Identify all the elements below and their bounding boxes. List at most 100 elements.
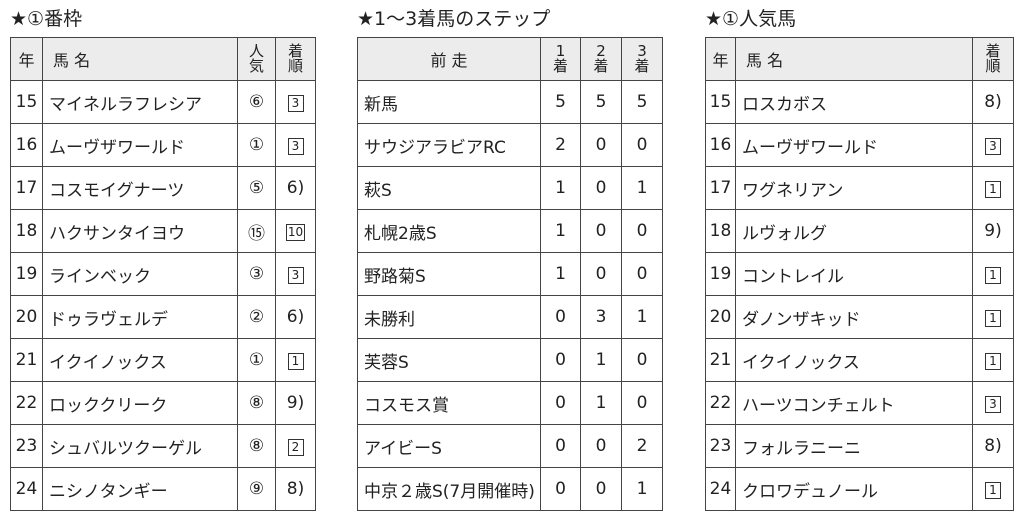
table-cell: 17	[705, 166, 736, 210]
table-block: ★1〜3着馬のステップ前 走 1着 2着 3着 新馬 5 5 5 サウジアラビアRC 2 0 0 萩S 1…	[357, 6, 663, 511]
table-cell: 19	[705, 252, 736, 296]
table-cell: 8)	[972, 424, 1014, 468]
column-header: 着順	[275, 37, 316, 81]
table-cell: コントレイル	[735, 252, 973, 296]
boxed-rank: 1	[985, 482, 1001, 499]
table-cell: ロスカボス	[735, 80, 973, 124]
table-cell: ハクサンタイヨウ	[42, 209, 238, 253]
table-row: 15 マイネルラフレシア ⑥ 3	[10, 80, 316, 124]
table-cell: 3	[275, 80, 316, 124]
table-cell: 0	[621, 252, 663, 296]
table-cell: 2	[540, 123, 581, 167]
table-cell: ⑧	[237, 381, 276, 425]
table-cell: 1	[972, 295, 1014, 339]
table-cell: 21	[705, 338, 736, 382]
table-cell: 0	[580, 166, 622, 210]
table-title: ★①人気馬	[705, 8, 797, 30]
table-cell: ①	[237, 123, 276, 167]
table-cell: 1	[580, 338, 622, 382]
header-text: 年	[712, 51, 729, 70]
table-block: ★①人気馬年馬 名着順 15 ロスカボス 8) 16 ムーヴザワールド 3 17 ワグネリアン 1…	[705, 6, 1014, 511]
table-cell: 21	[10, 338, 43, 382]
table-cell: 萩S	[357, 166, 541, 210]
table-cell: マイネルラフレシア	[42, 80, 238, 124]
table-row: 新馬 5 5 5	[357, 80, 663, 124]
table-row: 未勝利 0 3 1	[357, 295, 663, 339]
table-cell: 0	[540, 424, 581, 468]
table-cell: 0	[540, 295, 581, 339]
table-cell: ムーヴザワールド	[735, 123, 973, 167]
table-block: ★①番枠年馬 名人気 着順 15 マイネルラフレシア ⑥ 3 16 ムーヴザワールド ① 3 17 コ…	[10, 6, 316, 511]
column-header: 1着	[540, 37, 581, 81]
table-row: アイビーS 0 0 2	[357, 424, 663, 468]
table-row: 15 ロスカボス 8)	[705, 80, 1014, 124]
table-cell: 未勝利	[357, 295, 541, 339]
table-cell: ⑤	[237, 166, 276, 210]
table-cell: 1	[580, 381, 622, 425]
table-row: 中京２歳S(7月開催時) 0 0 1	[357, 467, 663, 511]
table-cell: 9)	[275, 381, 316, 425]
table-cell: 3	[972, 381, 1014, 425]
table-cell: 1	[972, 467, 1014, 511]
table-cell: 0	[540, 381, 581, 425]
table-row: 18 ハクサンタイヨウ ⑮ 10	[10, 209, 316, 253]
table-cell: 2	[275, 424, 316, 468]
table-cell: ②	[237, 295, 276, 339]
table-row: 17 コスモイグナーツ ⑤ 6)	[10, 166, 316, 210]
table-cell: ルヴォルグ	[735, 209, 973, 253]
table-cell: 8)	[972, 80, 1014, 124]
header-text: 2着	[593, 41, 609, 75]
column-header: 着順	[972, 37, 1014, 81]
table-cell: 6)	[275, 166, 316, 210]
table-cell: 1	[972, 166, 1014, 210]
table-cell: サウジアラビアRC	[357, 123, 541, 167]
table-cell: 5	[580, 80, 622, 124]
table-cell: 1	[540, 209, 581, 253]
table-row: 17 ワグネリアン 1	[705, 166, 1014, 210]
column-header: 馬 名	[42, 37, 238, 81]
boxed-rank: 1	[985, 310, 1001, 327]
data-table: 年馬 名人気 着順 15 マイネルラフレシア ⑥ 3 16 ムーヴザワールド ① 3 17 コスモイグ…	[10, 37, 316, 511]
table-cell: アイビーS	[357, 424, 541, 468]
table-cell: 1	[275, 338, 316, 382]
column-header: 年	[10, 37, 43, 81]
table-cell: 18	[705, 209, 736, 253]
table-cell: 16	[10, 123, 43, 167]
table-cell: 3	[580, 295, 622, 339]
table-cell: クロワデュノール	[735, 467, 973, 511]
table-cell: 18	[10, 209, 43, 253]
header-text: 年	[18, 51, 35, 70]
header-text: 前 走	[430, 51, 468, 70]
table-cell: 0	[540, 338, 581, 382]
boxed-rank: 10	[285, 224, 306, 241]
table-row: 19 コントレイル 1	[705, 252, 1014, 296]
table-cell: ⑧	[237, 424, 276, 468]
table-cell: ムーヴザワールド	[42, 123, 238, 167]
table-cell: 芙蓉S	[357, 338, 541, 382]
table-cell: 中京２歳S(7月開催時)	[357, 467, 541, 511]
table-row: 20 ドゥラヴェルデ ② 6)	[10, 295, 316, 339]
table-cell: 10	[275, 209, 316, 253]
table-row: コスモス賞 0 1 0	[357, 381, 663, 425]
table-cell: ワグネリアン	[735, 166, 973, 210]
table-cell: コスモイグナーツ	[42, 166, 238, 210]
table-cell: 2	[621, 424, 663, 468]
boxed-rank: 3	[985, 396, 1001, 413]
table-row: 16 ムーヴザワールド ① 3	[10, 123, 316, 167]
table-cell: 17	[10, 166, 43, 210]
table-cell: 0	[621, 209, 663, 253]
table-cell: 20	[10, 295, 43, 339]
table-cell: 22	[10, 381, 43, 425]
table-cell: 0	[540, 467, 581, 511]
table-cell: 23	[10, 424, 43, 468]
table-row: 16 ムーヴザワールド 3	[705, 123, 1014, 167]
table-cell: 6)	[275, 295, 316, 339]
boxed-rank: 1	[985, 267, 1001, 284]
table-cell: 22	[705, 381, 736, 425]
table-cell: 20	[705, 295, 736, 339]
data-table: 前 走 1着 2着 3着 新馬 5 5 5 サウジアラビアRC 2 0 0 萩S 1 0 1 札幌2歳S 1 0 0 野…	[357, 37, 663, 511]
header-text: 着順	[288, 41, 304, 75]
header-text: 馬 名	[746, 51, 784, 70]
table-cell: 0	[580, 209, 622, 253]
